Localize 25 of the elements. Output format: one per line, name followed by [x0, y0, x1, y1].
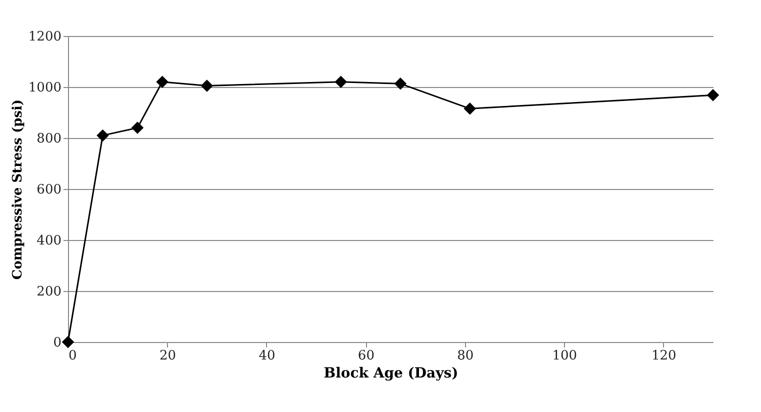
point: [200, 80, 214, 92]
x-tick-label: 80: [457, 348, 474, 364]
point: [334, 76, 348, 88]
point: [131, 122, 144, 134]
y-tick-label: 0: [53, 336, 62, 350]
x-tick-label: 0: [68, 348, 77, 364]
x-tick-label: 100: [552, 348, 578, 364]
point: [464, 102, 476, 115]
y-tick-label: 200: [36, 284, 62, 300]
point: [96, 129, 109, 142]
point: [706, 89, 720, 102]
x-tick-label: 60: [358, 348, 374, 364]
y-tick-label: 1000: [28, 80, 62, 96]
point: [156, 76, 168, 88]
y-tick-label: 800: [36, 132, 62, 146]
y-axis-title: Compressive Stress (psi): [10, 99, 26, 280]
y-tick-label: 1200: [28, 30, 62, 44]
point: [62, 336, 74, 348]
y-tick-label: 400: [36, 234, 62, 248]
x-tick-label: 20: [159, 348, 176, 364]
x-tick-label: 40: [258, 348, 276, 364]
x-axis-title: Block Age (Days): [324, 366, 458, 382]
point: [394, 78, 407, 90]
x-tick-label: 120: [651, 348, 676, 364]
y-tick-label: 600: [36, 182, 62, 198]
